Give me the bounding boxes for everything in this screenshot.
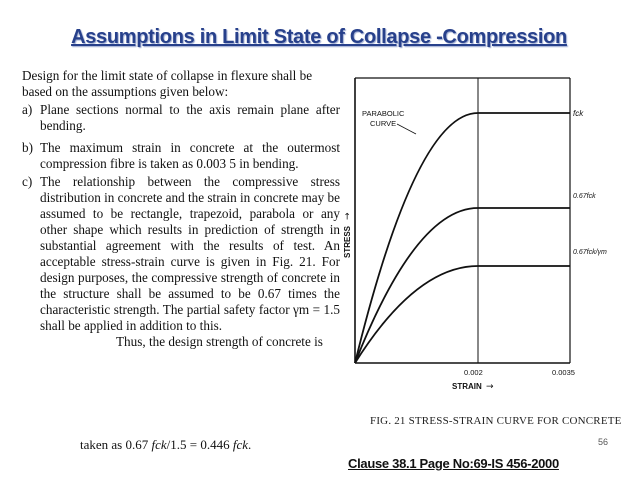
stress-strain-svg: PARABOLIC CURVE fck 0.67fck 0.67fck/γm 0… [343, 77, 607, 392]
final-fck-b: fck [232, 437, 248, 452]
assumption-b-label: b) [22, 140, 33, 155]
final-prefix: taken as 0.67 [80, 437, 149, 452]
assumption-a-label: a) [22, 102, 33, 117]
x-tick-00035: 0.0035 [552, 368, 575, 377]
level-label-067fck-gm: 0.67fck/γm [573, 249, 607, 256]
curve-label-leader [396, 123, 417, 135]
intro-paragraph: Design for the limit state of collapse i… [22, 68, 313, 99]
design-strength-line: taken as 0.67 fck/1.5 = 0.446 fck. [80, 437, 251, 453]
assumption-c-text: The relationship between the compressive… [40, 174, 340, 333]
y-axis-title: STRESS [343, 225, 352, 258]
thus-line: Thus, the design strength of concrete is [116, 334, 323, 349]
assumption-a: a) Plane sections normal to the axis rem… [22, 102, 340, 134]
final-suffix: . [248, 437, 252, 452]
final-mid: /1.5 = 0.446 [166, 437, 230, 452]
level-label-fck: fck [573, 109, 584, 118]
curve-067fck-gm [354, 265, 570, 364]
slide-title: Assumptions in Limit State of Collapse -… [71, 26, 567, 48]
scanned-code-text: Design for the limit state of collapse i… [22, 68, 340, 350]
x-axis-title: STRAIN [452, 382, 482, 391]
curve-067fck [354, 207, 570, 364]
x-axis-arrow: → [486, 382, 494, 392]
y-axis-arrow: → [343, 212, 353, 220]
curve-fck [354, 112, 570, 364]
assumption-c-label: c) [22, 174, 33, 189]
curve-label-line2: CURVE [370, 119, 396, 128]
assumption-b: b) The maximum strain in concrete at the… [22, 140, 340, 172]
assumption-b-text: The maximum strain in concrete at the ou… [40, 140, 340, 171]
clause-reference: Clause 38.1 Page No:69-IS 456-2000 [348, 456, 559, 471]
figure-caption: FIG. 21 STRESS-STRAIN CURVE FOR CONCRETE [370, 415, 622, 427]
x-tick-0002: 0.002 [464, 368, 483, 377]
final-fck-a: fck [151, 437, 167, 452]
page-number: 56 [598, 437, 609, 447]
curve-label-line1: PARABOLIC [362, 109, 405, 118]
assumption-a-text: Plane sections normal to the axis remain… [40, 102, 340, 133]
level-label-067fck: 0.67fck [573, 193, 596, 200]
stress-strain-figure: PARABOLIC CURVE fck 0.67fck 0.67fck/γm 0… [340, 68, 625, 433]
assumption-c: c) The relationship between the compress… [22, 174, 340, 334]
